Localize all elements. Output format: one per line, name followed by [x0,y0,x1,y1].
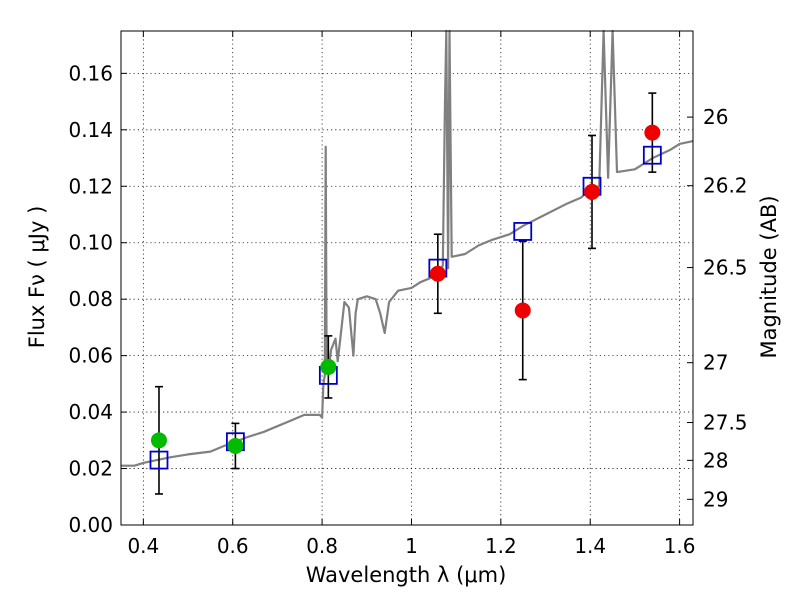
y-tick-label: 0.12 [68,174,113,198]
mag-tick-label: 28 [703,448,728,472]
mag-tick-label: 27.5 [703,411,748,435]
observed-point [150,432,167,449]
model-photometry-square [642,145,662,165]
x-tick-label: 1.4 [574,534,606,558]
x-tick-label: 0.4 [127,534,159,558]
observed-photometry-layer [150,124,661,454]
y-tick-label: 0.06 [68,344,113,368]
y-tick-label: 0.08 [68,287,113,311]
observed-point [514,302,531,319]
mag-tick-label: 26 [703,105,728,129]
observed-point [584,183,601,200]
x-axis-title: Wavelength λ (μm) [306,563,507,587]
y-tick-label: 0.10 [68,231,113,255]
x-tick-label: 0.8 [306,534,338,558]
y-tick-label: 0.00 [68,513,113,537]
mag-tick-label: 26.5 [703,256,748,280]
mag-tick-label: 27 [703,351,728,375]
observed-point [227,437,244,454]
observed-point [320,358,337,375]
model-spectrum-line [121,29,694,467]
x-tick-label: 1.2 [485,534,517,558]
model-photometry-layer [149,145,662,470]
y-tick-label: 0.04 [68,400,113,424]
y-tick-label: 0.02 [68,457,113,481]
observed-point [644,124,661,141]
model-photometry-square [149,450,169,470]
spectrum-layer [121,29,694,467]
errorbar-layer [154,92,657,495]
y-tick-label: 0.16 [68,61,113,85]
x-tick-label: 0.6 [217,534,249,558]
mag-tick-label: 26.2 [703,174,748,198]
grid-layer [121,31,693,526]
y2-axis-title: Magnitude (AB) [757,195,781,358]
mag-tick-label: 29 [703,487,728,511]
observed-point [429,265,446,282]
y-axis-title: Flux Fν ( μJy ) [25,206,49,349]
x-tick-label: 1.6 [664,534,696,558]
model-photometry-square [513,222,533,241]
tick-layer: 0.4 0.6 0.8 1 1.2 1.4 1.6 0.00 0.02 0.04 0.06 0.08 0… [68,31,748,558]
y-tick-label: 0.14 [68,118,113,142]
x-tick-label: 1 [405,534,418,558]
plot-frame [120,30,694,526]
